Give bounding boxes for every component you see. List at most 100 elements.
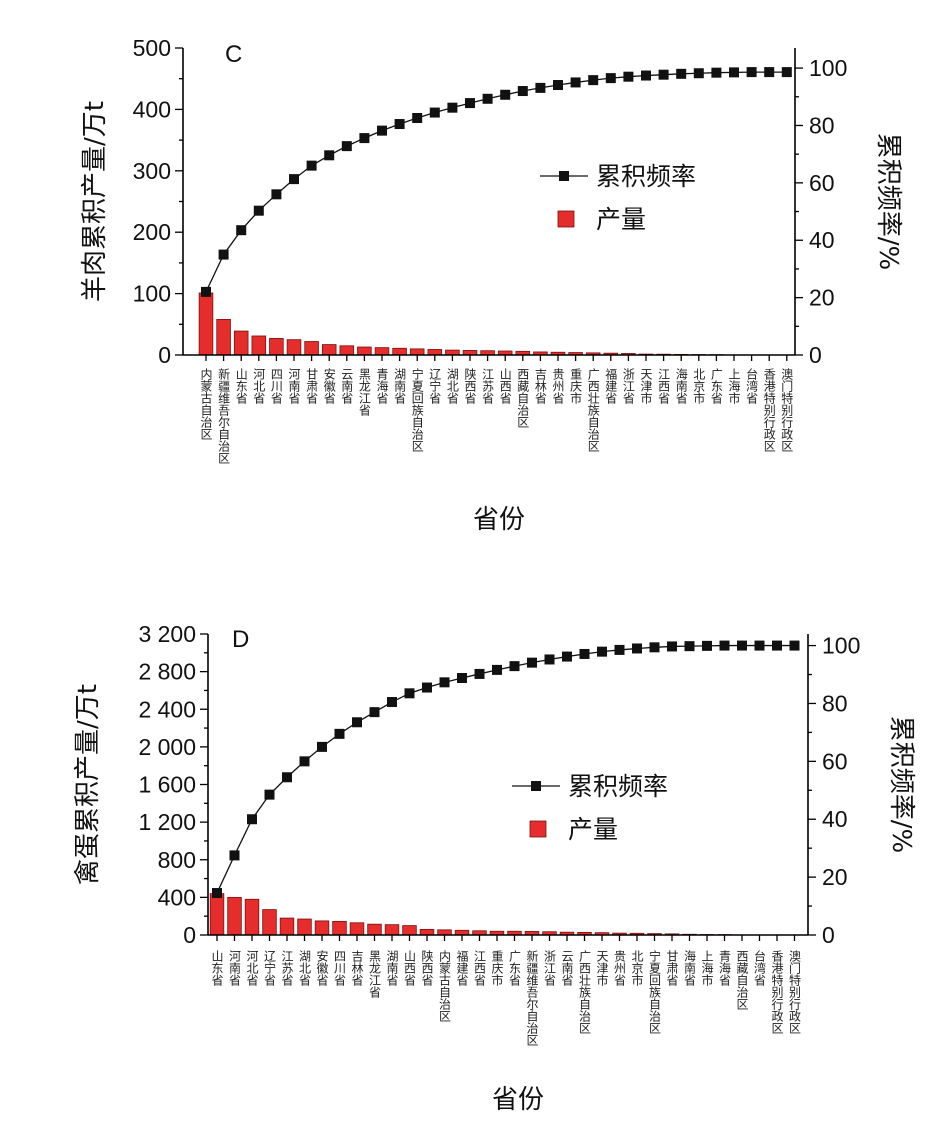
x-tick-label: 香港特别行政区 [762, 368, 776, 452]
cumulative-point [394, 119, 405, 130]
x-tick-label: 云南省 [560, 950, 574, 986]
cumulative-line [216, 644, 795, 894]
x-tick-label: 天津市 [595, 950, 609, 986]
bar-江苏省 [279, 917, 295, 936]
cumulative-point [579, 648, 590, 659]
y2-tick-label: 80 [809, 112, 835, 138]
bar-青海省 [374, 347, 390, 356]
x-tick-label: 四川省 [269, 368, 283, 404]
cumulative-point [482, 93, 493, 104]
x-tick-label: 上海市 [727, 368, 741, 404]
y-tick-label: 2 400 [138, 696, 196, 722]
cumulative-point [282, 772, 292, 783]
x-tick-label: 吉林省 [533, 368, 547, 404]
bar-四川省 [269, 338, 284, 356]
x-tick-label: 澳门特别行政区 [788, 950, 802, 1034]
y-tick-label: 0 [158, 342, 171, 368]
bar-安徽省 [321, 344, 337, 356]
cumulative-point [764, 67, 775, 78]
x-tick-label: 福建省 [455, 949, 469, 986]
bar-湖北省 [297, 918, 312, 936]
y-tick-label: 100 [133, 281, 171, 307]
x-tick-label: 贵州省 [551, 368, 565, 404]
x-tick-label: 湖北省 [298, 949, 312, 986]
x-tick-label: 北京市 [692, 368, 706, 404]
cumulative-point [597, 646, 607, 657]
cumulative-point [719, 640, 730, 651]
y-tick-label: 0 [183, 922, 196, 948]
cumulative-point [754, 640, 765, 651]
legend-bar-label: 产量 [568, 815, 618, 844]
cumulative-point [253, 205, 264, 216]
y-tick-label: 2 000 [138, 734, 196, 760]
x-tick-label: 台湾省 [745, 367, 759, 404]
cumulative-line [205, 71, 787, 293]
x-tick-label: 湖北省 [445, 367, 459, 404]
y2-tick-label: 20 [822, 864, 848, 890]
x-tick-label: 辽宁省 [263, 950, 277, 986]
cumulative-point [781, 67, 792, 78]
y2-tick-label: 100 [809, 55, 847, 81]
y-tick-label: 200 [133, 219, 171, 245]
bar-云南省 [339, 345, 355, 356]
cumulative-point [324, 150, 335, 161]
x-tick-label: 山西省 [403, 950, 417, 986]
cumulative-point [404, 688, 415, 699]
x-tick-label: 新疆维吾尔自治区 [525, 949, 539, 1046]
cumulative-point [684, 641, 695, 652]
x-tick-label: 广东省 [709, 368, 723, 404]
bar-河南省 [286, 339, 302, 356]
y2-tick-label: 0 [822, 922, 835, 948]
x-tick-label: 山东省 [234, 368, 248, 404]
x-tick-label: 澳门特别行政区 [780, 368, 794, 452]
cumulative-point [377, 125, 387, 136]
y-tick-label: 300 [133, 158, 171, 184]
x-tick-label: 河北省 [252, 368, 266, 404]
y2-tick-label: 60 [809, 170, 835, 196]
x-tick-label: 上海市 [700, 950, 714, 986]
cumulative-point [218, 249, 229, 260]
x-tick-label: 陕西省 [463, 367, 477, 404]
y-tick-label: 2 800 [138, 659, 196, 685]
x-tick-label: 青海省 [375, 368, 389, 404]
bar-陕西省 [419, 928, 435, 936]
bar-河北省 [251, 335, 267, 356]
cumulative-point [605, 73, 616, 84]
cumulative-point [711, 67, 722, 78]
cumulative-point [649, 642, 660, 653]
cumulative-point [588, 75, 599, 86]
panel-label: C [225, 41, 242, 68]
cumulative-point [570, 77, 581, 88]
cumulative-point [658, 69, 669, 80]
bar-湖南省 [384, 924, 400, 936]
cumulative-point [369, 707, 380, 718]
x-axis-label: 省份 [492, 1085, 544, 1115]
x-tick-label: 宁夏回族自治区 [410, 367, 424, 452]
bar-新疆维吾尔自治区 [216, 318, 231, 356]
x-tick-label: 河南省 [228, 950, 242, 986]
x-tick-label: 重庆市 [490, 950, 504, 986]
y2-tick-label: 80 [822, 690, 848, 716]
y2-tick-label: 60 [822, 748, 848, 774]
x-tick-label: 安徽省 [315, 949, 329, 986]
cumulative-point [500, 89, 511, 100]
bar-山东省 [209, 893, 225, 936]
bar-黑龙江省 [357, 346, 372, 356]
x-tick-label: 宁夏回族自治区 [648, 949, 662, 1034]
bar-湖南省 [392, 347, 407, 356]
x-tick-label: 湖南省 [385, 949, 399, 986]
cumulative-point [229, 850, 240, 861]
x-tick-label: 江苏省 [481, 368, 495, 404]
x-tick-label: 安徽省 [322, 367, 336, 404]
cumulative-point [429, 107, 440, 118]
y2-tick-label: 40 [822, 806, 848, 832]
cumulative-point [517, 86, 528, 97]
bar-甘肃省 [304, 341, 319, 356]
cumulative-point [359, 133, 370, 144]
x-tick-label: 重庆市 [569, 368, 583, 404]
y-tick-label: 800 [158, 847, 196, 873]
cumulative-point [201, 286, 211, 297]
legend-bar-swatch [557, 210, 575, 228]
